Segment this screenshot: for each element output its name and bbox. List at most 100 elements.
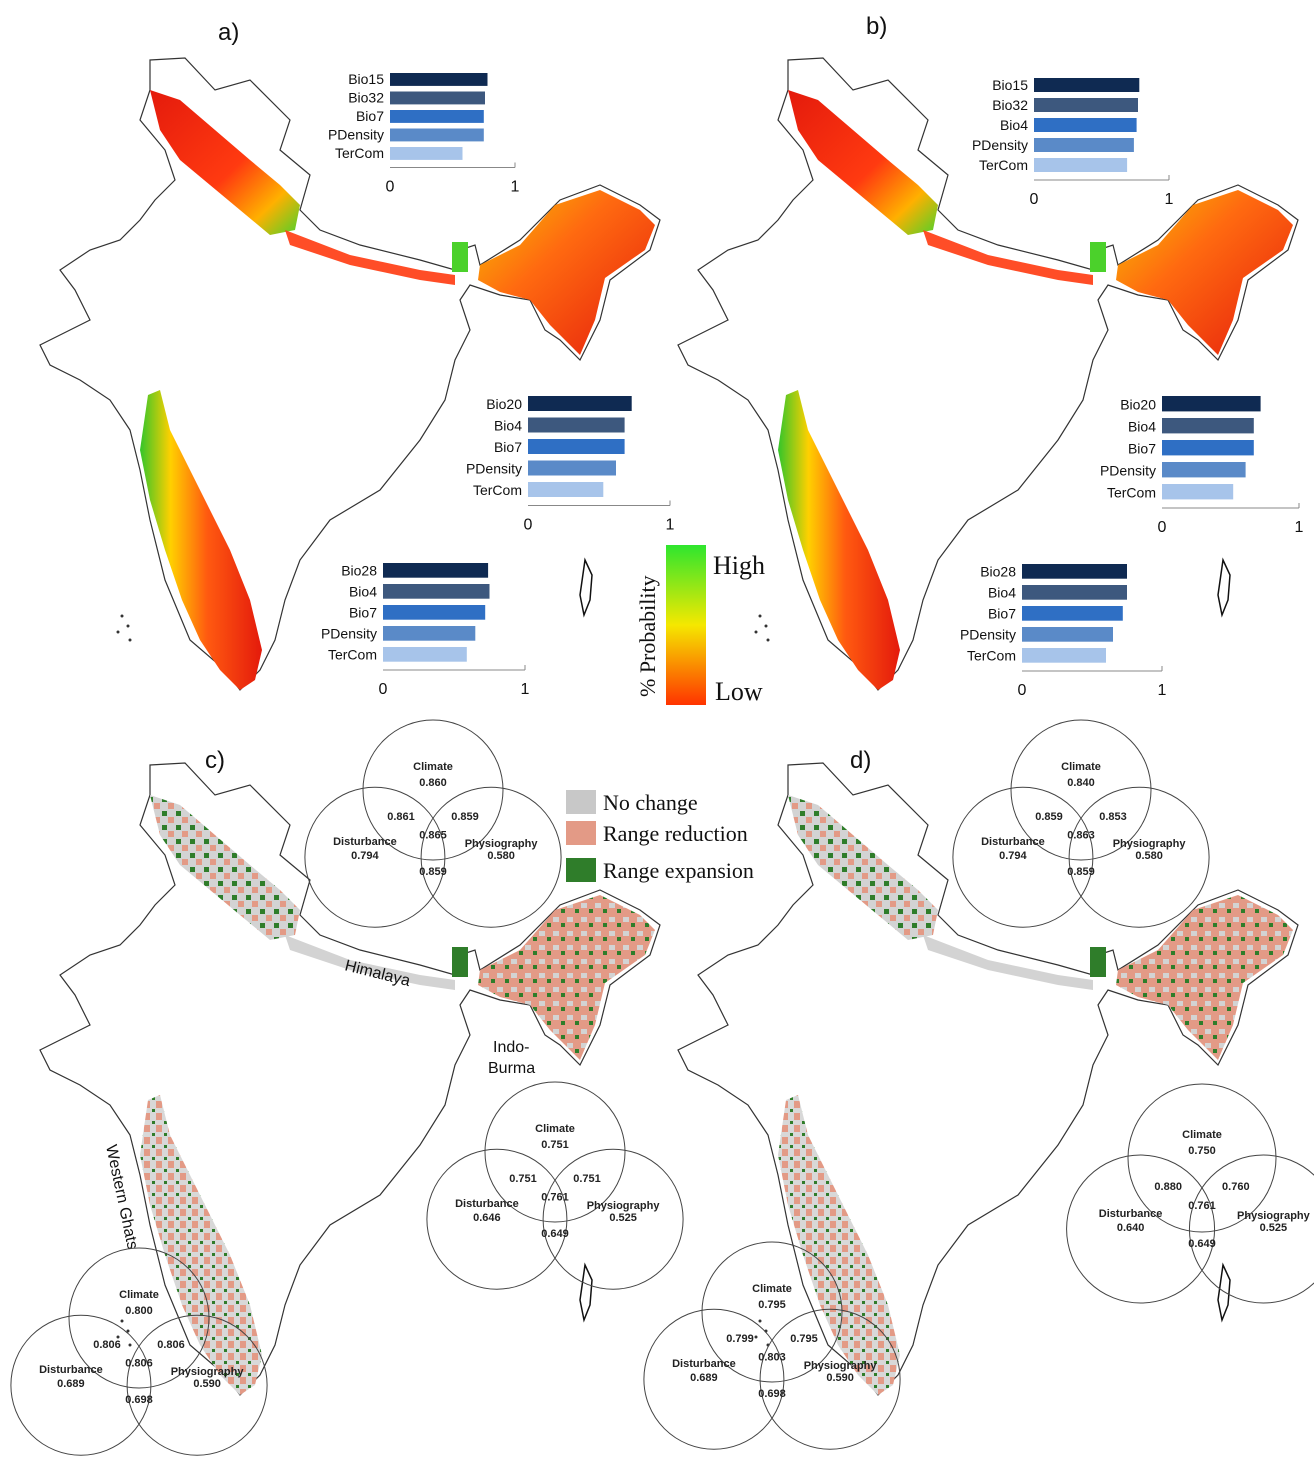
venn-circle-climate	[701, 1241, 843, 1383]
venn-circle-disturbance	[426, 1148, 568, 1290]
bar-tercom	[528, 482, 604, 497]
bar-bio15	[1034, 78, 1140, 92]
bar-label-tercom: TerCom	[328, 647, 377, 663]
venn-value-disturbance: 0.640	[1117, 1222, 1145, 1234]
venn-label-climate: Climate	[535, 1123, 575, 1135]
venn-value-physiography: 0.580	[487, 850, 515, 862]
bar-pdensity	[1022, 627, 1113, 642]
venn-circle-disturbance	[304, 786, 446, 928]
tick-label-1: 1	[1165, 191, 1174, 208]
bar-label-bio4: Bio4	[349, 584, 377, 600]
bar-bio32	[1034, 98, 1138, 112]
bar-tercom	[1034, 158, 1128, 172]
venn-center-all: 0.806	[125, 1357, 153, 1369]
bar-pdensity	[390, 128, 484, 142]
bar-label-tercom: TerCom	[979, 157, 1028, 173]
bar-bio28	[1022, 564, 1127, 579]
probability-scale: High Low % Probability	[635, 545, 765, 706]
bar-chart-b-indo-burma: Bio20 Bio4 Bio7 PDensity TerCom 0 1	[1100, 396, 1304, 536]
bar-label-tercom: TerCom	[967, 648, 1016, 664]
venn-center-all: 0.803	[758, 1351, 786, 1363]
bar-label-bio7: Bio7	[356, 108, 384, 124]
venn-label-physiography: Physiography	[1237, 1210, 1311, 1222]
venn-label-disturbance: Disturbance	[333, 836, 397, 848]
venn-value-climate: 0.795	[758, 1299, 786, 1311]
region-label-indo-burma-line2: Burma	[488, 1060, 535, 1077]
venn-d-western-ghats: Climate 0.795 Disturbance 0.689 Physiography…	[643, 1241, 901, 1450]
bar-bio4	[1034, 118, 1137, 132]
bar-label-bio15: Bio15	[348, 71, 384, 87]
bar-label-bio4: Bio4	[1000, 117, 1028, 133]
bar-pdensity	[1034, 138, 1134, 152]
venn-label-physiography: Physiography	[1113, 838, 1187, 850]
venn-pair-climate-physiography: 0.795	[790, 1333, 818, 1345]
venn-circle-physiography	[759, 1308, 901, 1450]
venn-circle-physiography	[420, 786, 562, 928]
venn-label-disturbance: Disturbance	[672, 1358, 736, 1370]
venn-pair-climate-physiography: 0.760	[1222, 1181, 1250, 1193]
venn-value-climate: 0.860	[419, 777, 447, 789]
venn-d-indo-burma: Climate 0.750 Disturbance 0.640 Physiography…	[1066, 1083, 1314, 1304]
venn-pair-disturbance-physiography: 0.859	[1067, 866, 1095, 878]
venn-circle-disturbance	[1066, 1154, 1216, 1304]
bar-label-tercom: TerCom	[1107, 484, 1156, 500]
venn-label-disturbance: Disturbance	[981, 836, 1045, 848]
venn-center-all: 0.761	[541, 1191, 569, 1203]
tick-label-1: 1	[666, 517, 675, 534]
venn-circle-disturbance	[952, 786, 1094, 928]
venn-pair-climate-physiography: 0.853	[1099, 811, 1127, 823]
venn-label-climate: Climate	[1182, 1129, 1222, 1141]
tick-label-1: 1	[521, 681, 530, 698]
bar-label-bio28: Bio28	[341, 563, 377, 579]
venn-pair-climate-physiography: 0.751	[573, 1173, 601, 1185]
venn-label-climate: Climate	[1061, 761, 1101, 773]
venn-circle-climate	[1127, 1083, 1277, 1233]
bar-bio7	[383, 605, 486, 620]
legend-label-no-change: No change	[603, 790, 698, 815]
tick-label-0: 0	[524, 517, 533, 534]
region-label-indo-burma-line1: Indo-	[493, 1039, 529, 1056]
venn-pair-climate-disturbance: 0.751	[509, 1173, 537, 1185]
bar-bio20	[528, 396, 632, 411]
venn-circle-climate	[484, 1081, 626, 1223]
bar-label-pdensity: PDensity	[972, 137, 1028, 153]
venn-label-physiography: Physiography	[587, 1200, 661, 1212]
tick-label-0: 0	[1018, 682, 1027, 699]
bar-label-bio20: Bio20	[1120, 396, 1156, 412]
legend-label-range-reduction: Range reduction	[603, 821, 748, 846]
probability-gradient-bar	[666, 545, 706, 705]
venn-pair-disturbance-physiography: 0.698	[125, 1394, 153, 1406]
change-legend: No change Range reduction Range expansio…	[566, 790, 754, 883]
venn-label-disturbance: Disturbance	[39, 1364, 103, 1376]
venn-value-physiography: 0.525	[609, 1212, 637, 1224]
tick-label-0: 0	[1030, 191, 1039, 208]
venn-circle-physiography	[1068, 786, 1210, 928]
panel-letter-c: c)	[205, 747, 225, 774]
bar-bio15	[390, 73, 488, 86]
venn-value-disturbance: 0.689	[57, 1378, 85, 1390]
tick-label-0: 0	[379, 681, 388, 698]
venn-pair-disturbance-physiography: 0.649	[541, 1228, 569, 1240]
legend-swatch-no-change	[566, 790, 596, 814]
venn-value-climate: 0.751	[541, 1139, 569, 1151]
region-label-western-ghats: Western Ghats	[102, 1143, 141, 1251]
bar-bio7	[1022, 606, 1123, 621]
bar-label-pdensity: PDensity	[1100, 462, 1156, 478]
bar-label-bio7: Bio7	[988, 606, 1016, 622]
venn-circle-physiography	[542, 1148, 684, 1290]
venn-center-all: 0.865	[419, 829, 447, 841]
bar-label-bio7: Bio7	[494, 439, 522, 455]
bar-chart-a-indo-burma: Bio20 Bio4 Bio7 PDensity TerCom 0 1	[466, 396, 675, 534]
venn-value-climate: 0.800	[125, 1305, 153, 1317]
venn-pair-climate-disturbance: 0.859	[1035, 811, 1063, 823]
bar-bio4	[1162, 418, 1254, 434]
tick-label-0: 0	[386, 179, 395, 196]
legend-swatch-range-reduction	[566, 821, 596, 845]
bar-label-bio28: Bio28	[980, 564, 1016, 580]
venn-pair-climate-disturbance: 0.880	[1154, 1181, 1182, 1193]
bar-label-bio7: Bio7	[349, 605, 377, 621]
bar-chart-a-himalaya: Bio15 Bio32 Bio7 PDensity TerCom 0 1	[328, 71, 520, 196]
venn-circle-climate	[68, 1247, 210, 1389]
venn-value-climate: 0.750	[1188, 1145, 1216, 1157]
bar-label-pdensity: PDensity	[960, 627, 1016, 643]
